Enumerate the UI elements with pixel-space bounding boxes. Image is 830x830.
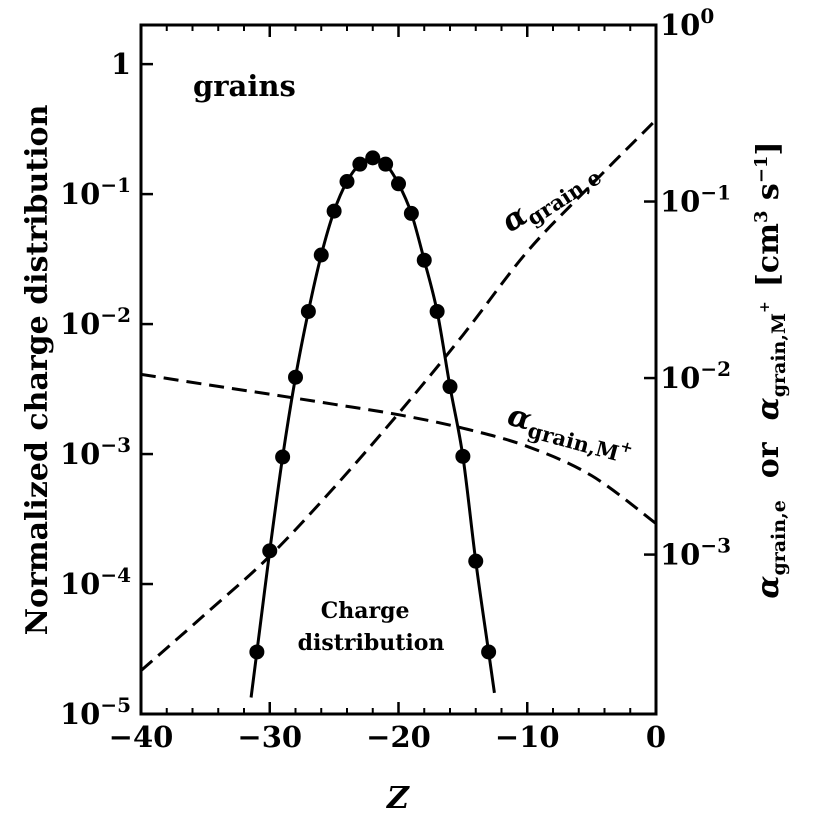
panel-label: grains xyxy=(193,69,296,103)
data-point-14 xyxy=(416,252,432,268)
right-title-unit-open: [cm xyxy=(751,223,786,287)
data-point-16 xyxy=(442,379,458,395)
data-point-3 xyxy=(275,449,291,465)
data-point-9 xyxy=(352,156,368,172)
right-title-unit-close: ] xyxy=(751,141,786,155)
right-title-unit-supm1: −1 xyxy=(751,156,772,184)
y-left-tick-label-6: 10−5 xyxy=(60,693,131,731)
y-left-tick-label-2: 10−1 xyxy=(60,173,131,211)
data-point-11 xyxy=(378,156,394,172)
y-left-tick-label-3: 10−2 xyxy=(60,303,131,341)
y-right-tick-label-3-exponent: −2 xyxy=(700,357,731,381)
x-axis-title: Z xyxy=(386,781,410,816)
data-point-15 xyxy=(429,303,445,319)
y-left-tick-label-2-base: 10 xyxy=(60,177,100,211)
y-right-tick-label-1: 100 xyxy=(660,4,714,42)
y-left-tick-label-6-exponent: −5 xyxy=(100,693,131,717)
y-left-tick-label-4-exponent: −3 xyxy=(100,433,131,457)
data-point-18 xyxy=(468,553,484,569)
y-left-tick-label-1-base: 1 xyxy=(111,47,131,81)
y-right-tick-label-1-base: 10 xyxy=(660,8,700,42)
charge-distribution-label: Charge distribution xyxy=(298,598,445,656)
data-point-2 xyxy=(262,543,278,559)
charge-distribution-label-line2: distribution xyxy=(298,630,445,656)
alpha-grain-m-subscript: grain,M xyxy=(525,417,621,465)
x-tick-label-4: −10 xyxy=(495,720,560,754)
y-left-tick-label-1: 1 xyxy=(111,47,131,81)
data-point-12 xyxy=(391,176,406,192)
y-left-tick-label-6-base: 10 xyxy=(60,697,100,731)
right-title-or: or xyxy=(751,441,786,478)
right-title-sub-e: grain,e xyxy=(768,500,790,575)
alpha-grain-m-label: αgrain,M+ xyxy=(503,398,638,469)
y-axis-right-title: αgrain,eorαgrain,M+[cm3 s−1] xyxy=(751,141,790,598)
y-axis-left-title: Normalized charge distribution xyxy=(20,104,55,635)
x-tick-label-5: 0 xyxy=(646,720,666,754)
y-right-tick-label-4-exponent: −3 xyxy=(700,534,731,558)
series-markers xyxy=(249,150,497,660)
y-right-tick-label-2-base: 10 xyxy=(660,185,700,219)
data-point-13 xyxy=(403,205,419,221)
alpha-grain-m-superscript: + xyxy=(618,437,635,458)
right-title-sub-m: grain,M xyxy=(768,313,790,397)
alpha-grain-e-subscript: grain,e xyxy=(522,164,605,230)
data-point-4 xyxy=(288,369,303,385)
y-right-tick-label-2-exponent: −1 xyxy=(700,181,731,205)
tick-labels: −40 −30 −20 −10 0110−110−210−310−410−510010−… xyxy=(60,4,731,754)
data-point-5 xyxy=(300,303,316,319)
data-point-7 xyxy=(326,203,342,219)
x-tick-label-1: −40 xyxy=(109,720,174,754)
y-left-tick-label-4: 10−3 xyxy=(60,433,131,471)
y-left-tick-label-3-exponent: −2 xyxy=(100,303,131,327)
x-tick-label-3: −20 xyxy=(366,720,431,754)
y-right-tick-label-3: 10−2 xyxy=(660,357,731,395)
alpha-grain-e-label: αgrain,e xyxy=(495,152,605,243)
y-left-tick-label-3-base: 10 xyxy=(60,307,100,341)
axis-ticks xyxy=(139,23,658,716)
data-point-1 xyxy=(249,644,265,660)
right-title-alpha-m: α xyxy=(751,397,786,420)
y-left-tick-label-5: 10−4 xyxy=(60,563,131,601)
y-right-tick-label-4-base: 10 xyxy=(660,538,700,572)
data-point-8 xyxy=(339,174,355,190)
series-line-2 xyxy=(141,118,656,672)
x-tick-label-2: −30 xyxy=(237,720,302,754)
y-left-tick-label-4-base: 10 xyxy=(60,437,100,471)
right-title-unit-sup3: 3 xyxy=(751,211,772,224)
series-line-3 xyxy=(141,372,656,525)
y-left-tick-label-5-base: 10 xyxy=(60,567,100,601)
y-left-tick-label-5-exponent: −4 xyxy=(100,563,131,587)
right-title-sup-m: + xyxy=(757,301,773,313)
data-point-19 xyxy=(481,644,497,660)
y-right-tick-label-4: 10−3 xyxy=(660,534,731,572)
data-point-6 xyxy=(313,247,329,263)
charge-distribution-label-line1: Charge xyxy=(321,598,410,624)
y-right-tick-label-2: 10−1 xyxy=(660,181,731,219)
data-point-10 xyxy=(365,150,381,166)
y-left-tick-label-2-exponent: −1 xyxy=(100,173,131,197)
y-right-tick-label-3-base: 10 xyxy=(660,361,700,395)
data-point-17 xyxy=(455,448,471,464)
right-title-unit-s: s xyxy=(751,183,786,210)
right-title-alpha-e: α xyxy=(751,576,786,599)
y-right-tick-label-1-exponent: 0 xyxy=(700,4,714,28)
